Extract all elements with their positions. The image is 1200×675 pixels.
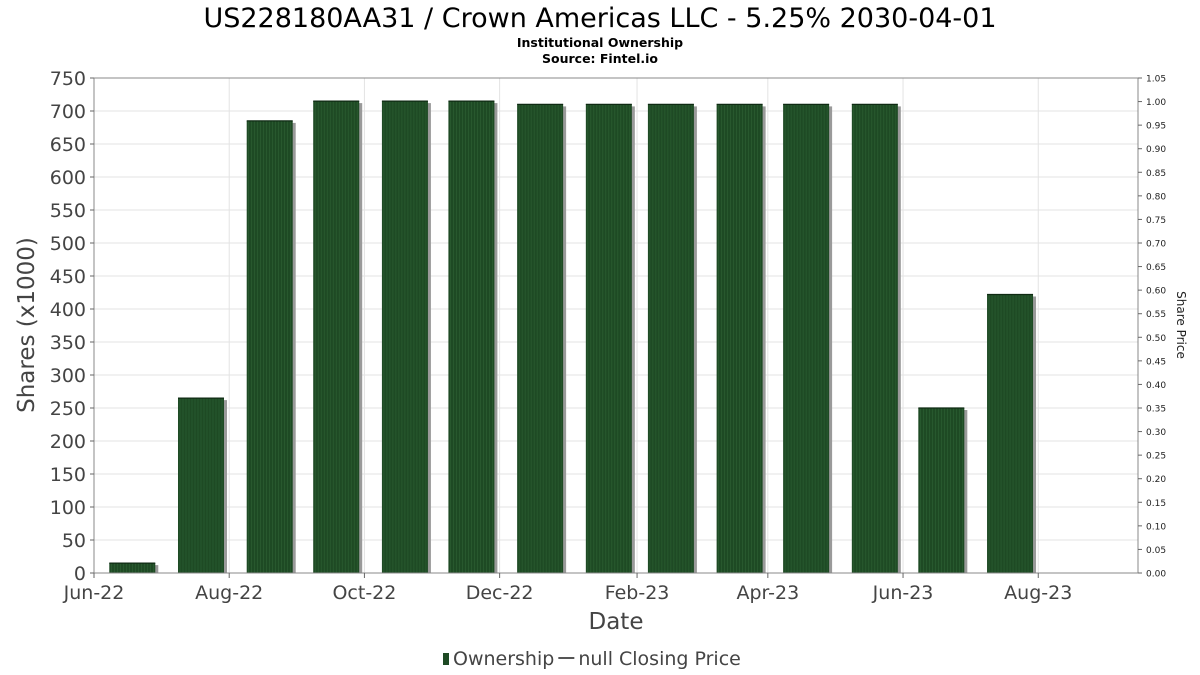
x-tick-label: Oct-22 [332, 582, 396, 604]
y2-tick-label: 0.60 [1146, 287, 1166, 297]
y2-tick-label: 0.95 [1146, 122, 1166, 132]
x-tick-label: Aug-22 [195, 582, 263, 604]
y-axis-right: 0.00 0.05 0.10 0.15 0.20 0.25 0.30 0.35 0.40 0.45… [1138, 75, 1166, 580]
y2-tick-label: 1.05 [1146, 75, 1166, 85]
y-tick-label: 500 [50, 233, 86, 255]
y-tick-label: 650 [50, 134, 86, 156]
y2-tick-label: 1.00 [1146, 98, 1166, 108]
x-tick-label: Aug-23 [1004, 582, 1072, 604]
plot-area [93, 77, 1139, 574]
y2-tick-label: 0.20 [1146, 475, 1166, 485]
y2-tick-label: 0.80 [1146, 192, 1166, 202]
x-tick-label: Jun-23 [872, 582, 934, 604]
chart-source: Source: Fintel.io [542, 51, 658, 66]
y2-tick-label: 0.65 [1146, 263, 1166, 273]
chart-subtitle: Institutional Ownership [517, 35, 683, 50]
y-tick-label: 450 [50, 266, 86, 288]
y-tick-label: 0 [74, 563, 86, 585]
y2-tick-label: 0.50 [1146, 334, 1166, 344]
x-axis: Jun-22 Aug-22 Oct-22 Dec-22 Feb-23 Apr-23 Jun-… [63, 573, 1072, 604]
x-tick-label: Feb-23 [605, 582, 670, 604]
x-tick-label: Jun-22 [63, 582, 125, 604]
x-tick-label: Dec-22 [466, 582, 534, 604]
legend-label-ownership: Ownership [453, 648, 554, 670]
y-tick-label: 700 [50, 101, 86, 123]
y-tick-label: 300 [50, 365, 86, 387]
y-tick-label: 550 [50, 200, 86, 222]
y-axis-label: Shares (x1000) [14, 237, 40, 413]
y2-tick-label: 0.25 [1146, 452, 1166, 462]
y2-tick-label: 0.10 [1146, 522, 1166, 532]
ownership-bars [109, 100, 1037, 574]
x-axis-label: Date [589, 609, 644, 635]
x-tick-label: Apr-23 [736, 582, 799, 604]
y2-tick-label: 0.85 [1146, 169, 1166, 179]
y2-tick-label: 0.55 [1146, 310, 1166, 320]
y2-tick-label: 0.45 [1146, 357, 1166, 367]
y2-tick-label: 0.75 [1146, 216, 1166, 226]
y-tick-label: 100 [50, 497, 86, 519]
legend-swatch-ownership [443, 653, 449, 665]
y-tick-label: 400 [50, 299, 86, 321]
y2-tick-label: 0.35 [1146, 405, 1166, 415]
y2-tick-label: 0.40 [1146, 381, 1166, 391]
y2-tick-label: 0.00 [1146, 570, 1166, 580]
y2-tick-label: 0.90 [1146, 145, 1166, 155]
y2-tick-label: 0.70 [1146, 240, 1166, 250]
y-tick-label: 50 [62, 530, 86, 552]
y2-tick-label: 0.05 [1146, 546, 1166, 556]
y-tick-label: 150 [50, 464, 86, 486]
legend-label-price: null Closing Price [578, 648, 741, 670]
y-tick-label: 750 [50, 68, 86, 90]
y-tick-label: 350 [50, 332, 86, 354]
y-tick-label: 200 [50, 431, 86, 453]
y-tick-label: 600 [50, 167, 86, 189]
legend: Ownership null Closing Price [443, 648, 741, 670]
y-tick-label: 250 [50, 398, 86, 420]
chart-title: US228180AA31 / Crown Americas LLC - 5.25… [203, 3, 996, 34]
y-axis-left: 0 50 100 150 200 250 300 350 400 450 500 550 600 650 7… [50, 68, 94, 585]
y2-axis-label: Share Price [1174, 291, 1188, 359]
y2-tick-label: 0.30 [1146, 428, 1166, 438]
y2-tick-label: 0.15 [1146, 499, 1166, 509]
